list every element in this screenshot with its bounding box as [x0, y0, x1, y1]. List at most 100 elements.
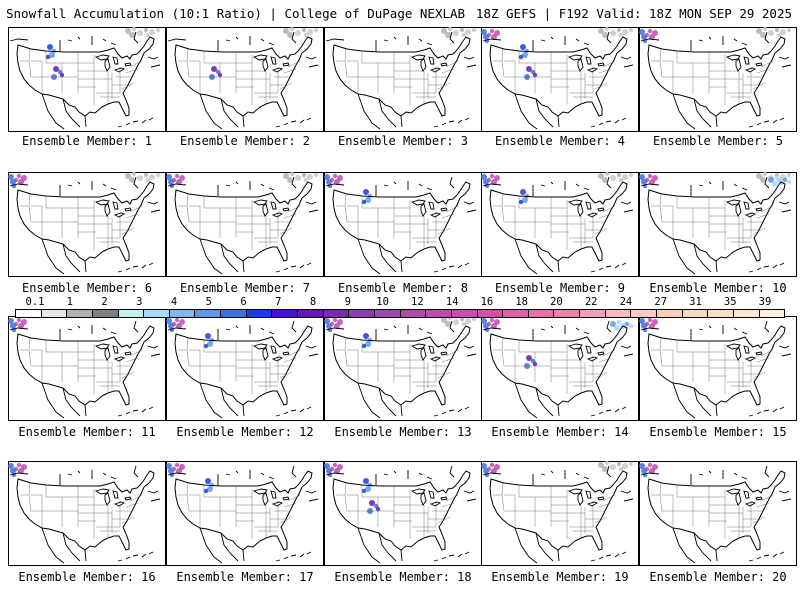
coast-detail — [550, 325, 554, 329]
coast-detail — [781, 64, 792, 68]
coast-detail — [433, 414, 439, 417]
coast-detail — [463, 345, 475, 349]
member-label: Ensemble Member: 10 — [649, 281, 787, 295]
mexico-coast — [672, 238, 696, 275]
great-lake — [104, 203, 111, 217]
coast-detail — [614, 553, 620, 558]
colorbar-swatch — [554, 310, 581, 317]
colorbar-swatch — [605, 310, 632, 317]
snowfall-map — [324, 172, 482, 277]
mexico-coast — [199, 382, 223, 419]
coast-detail — [482, 472, 502, 476]
coast-detail — [117, 414, 123, 417]
coast-detail — [575, 472, 580, 476]
member-label: Ensemble Member: 18 — [334, 570, 472, 584]
coast-detail — [67, 328, 73, 331]
coast-detail — [325, 472, 345, 476]
great-lake — [585, 201, 592, 210]
member-label: Ensemble Member: 8 — [337, 281, 469, 295]
state-border — [186, 205, 190, 223]
state-border — [287, 205, 301, 213]
state-border — [756, 502, 770, 508]
coast-detail — [383, 328, 389, 331]
snow-shading-pacific-northwest — [324, 173, 343, 189]
great-lake — [262, 492, 269, 506]
coast-detail — [698, 473, 704, 476]
coast-detail — [283, 411, 289, 415]
mexico-coast — [357, 527, 381, 564]
coast-detail — [141, 264, 147, 269]
colorbar-swatch — [451, 310, 478, 317]
colorbar-swatch — [477, 310, 504, 317]
mexico-coast — [514, 238, 538, 275]
colorbar-label: 20 — [550, 296, 563, 308]
snowfall-map — [8, 172, 166, 277]
colorbar-swatch — [759, 310, 785, 317]
mexico-coast — [715, 549, 718, 562]
coast-detail — [620, 56, 632, 60]
coast-detail — [418, 472, 423, 476]
state-border — [283, 213, 297, 219]
coast-detail — [605, 120, 612, 123]
state-border — [279, 227, 293, 235]
coast-detail — [733, 472, 738, 476]
great-lake — [420, 203, 427, 217]
great-lake — [262, 58, 269, 72]
great-lake — [410, 488, 426, 495]
coast-detail — [781, 498, 792, 502]
map-panel — [166, 27, 324, 132]
great-lake — [440, 351, 448, 356]
map-panel — [324, 172, 482, 277]
mexico-coast — [557, 404, 560, 417]
state-border — [594, 371, 608, 379]
great-lake — [429, 356, 442, 362]
state-border — [504, 494, 516, 512]
coast-detail — [550, 36, 554, 40]
us-coastline — [16, 181, 155, 262]
snowfall-map — [324, 316, 482, 421]
mexico-coast — [535, 387, 554, 417]
map-frame — [324, 316, 482, 421]
coast-detail — [306, 406, 312, 410]
mexico-coast — [199, 93, 223, 130]
mexico-coast — [199, 238, 223, 275]
colorbar-label: 18 — [515, 296, 528, 308]
coast-detail — [748, 125, 754, 128]
coast-detail — [741, 476, 748, 480]
colorbar-label: 9 — [344, 296, 352, 308]
coast-detail — [290, 265, 297, 268]
colorbar-label: 22 — [584, 296, 598, 308]
great-lake — [744, 356, 757, 362]
coast-detail — [778, 201, 790, 205]
great-lake — [124, 207, 132, 212]
coast-detail — [306, 262, 312, 266]
state-border — [760, 494, 774, 502]
state-border — [437, 82, 451, 90]
mexico-coast — [378, 532, 397, 562]
coast-detail — [614, 119, 620, 124]
great-lake — [410, 199, 426, 206]
snowfall-map — [639, 316, 797, 421]
coast-detail — [623, 498, 634, 502]
us-coastline — [16, 325, 155, 406]
coast-detail — [708, 470, 712, 474]
colorbar-swatch — [221, 310, 247, 317]
state-border — [437, 227, 451, 235]
great-lake — [735, 58, 742, 72]
great-lake — [282, 62, 290, 67]
coast-detail — [464, 262, 470, 266]
coast-detail — [150, 353, 161, 357]
colorbar-swatch — [41, 310, 68, 317]
state-border — [598, 357, 612, 363]
us-coastline — [489, 36, 628, 117]
great-lake — [262, 347, 269, 361]
state-border — [186, 494, 190, 512]
us-coastline — [647, 181, 786, 262]
mexico-coast — [41, 382, 65, 419]
great-lake — [585, 56, 592, 65]
map-frame — [639, 461, 797, 566]
coast-detail — [77, 325, 81, 329]
coast-detail — [110, 476, 117, 480]
mexico-coast — [199, 527, 223, 564]
snowfall-map — [8, 461, 166, 566]
